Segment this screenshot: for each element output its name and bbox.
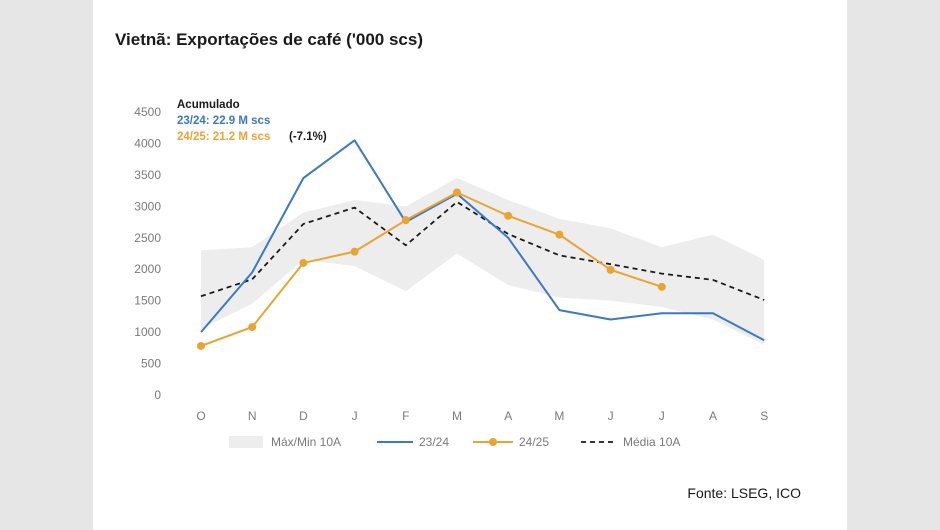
- series-point-1: [657, 282, 666, 291]
- x-tick-label: N: [248, 409, 257, 423]
- annotation-line-2425: 24/25: 21.2 M scs: [177, 131, 270, 143]
- y-tick-label: 500: [141, 357, 161, 371]
- series-point-1: [299, 258, 308, 267]
- annotation-change: (-7.1%): [289, 131, 327, 143]
- legend-label-2324: 23/24: [419, 435, 449, 449]
- x-tick-label: J: [659, 409, 665, 423]
- x-tick-label: M: [452, 409, 462, 423]
- series-point-1: [504, 211, 513, 220]
- y-tick-label: 4500: [134, 105, 161, 119]
- source-note: Fonte: LSEG, ICO: [687, 485, 801, 501]
- legend-label-band: Máx/Min 10A: [271, 435, 341, 449]
- chart-title: Vietnã: Exportações de café ('000 scs): [115, 30, 423, 49]
- x-tick-label: O: [196, 409, 205, 423]
- y-tick-label: 4000: [134, 136, 161, 150]
- y-tick-label: 3500: [134, 168, 161, 182]
- series-point-1: [197, 341, 205, 350]
- legend-label-2425: 24/25: [519, 435, 549, 449]
- series-point-1: [453, 188, 461, 197]
- x-tick-label: S: [760, 409, 768, 423]
- x-tick-label: A: [504, 409, 512, 423]
- x-tick-label: J: [352, 409, 358, 423]
- annotation-line-2324: 23/24: 22.9 M scs: [177, 115, 270, 127]
- y-tick-label: 2500: [134, 231, 161, 245]
- x-tick-label: A: [709, 409, 717, 423]
- series-line-1: [200, 191, 663, 347]
- line-chart: 0 500 1000 1500 2000 2500 3000 3500 4000 4500 O N D J…: [134, 99, 768, 449]
- y-tick-label: 1000: [134, 325, 161, 339]
- series-line-0: [200, 139, 765, 342]
- series-point-1: [401, 216, 410, 225]
- series-point-1: [248, 323, 257, 332]
- x-tick-label: D: [299, 409, 308, 423]
- series-point-1: [606, 265, 615, 274]
- legend-marker-2425: [489, 438, 497, 446]
- series-point-1: [350, 247, 359, 256]
- legend-swatch-band: [229, 436, 263, 448]
- series-point-1: [555, 230, 564, 239]
- max-min-band: [201, 178, 765, 345]
- y-tick-label: 0: [154, 388, 161, 402]
- x-tick-label: J: [608, 409, 614, 423]
- annotation-heading: Acumulado: [177, 99, 240, 111]
- chart-card: Vietnã: Exportações de café ('000 scs) 0…: [93, 0, 847, 530]
- y-tick-label: 2000: [134, 262, 161, 276]
- series-line-2: [200, 201, 765, 301]
- x-tick-label: F: [402, 409, 409, 423]
- y-tick-label: 3000: [134, 199, 161, 213]
- x-tick-label: M: [554, 409, 564, 423]
- y-tick-label: 1500: [134, 294, 161, 308]
- legend-label-media: Média 10A: [623, 435, 680, 449]
